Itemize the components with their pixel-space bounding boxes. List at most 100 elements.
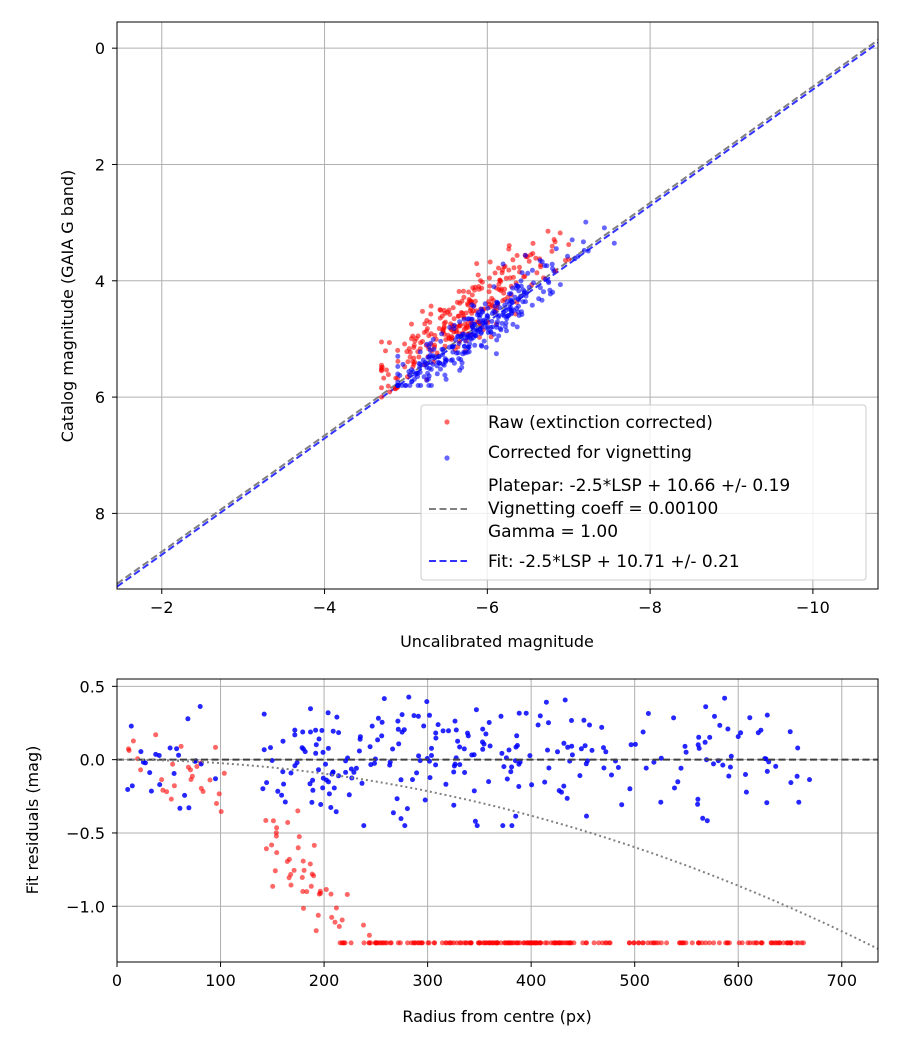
raw-residual-point: [658, 940, 664, 946]
raw-residual-point: [591, 940, 597, 946]
corrected-residual-point: [125, 787, 131, 792]
raw-residual-point: [463, 940, 469, 946]
corrected-point: [585, 248, 591, 254]
corrected-point: [484, 325, 490, 331]
raw-residual-point: [348, 940, 354, 946]
raw-point: [447, 312, 453, 317]
raw-residual-point: [288, 882, 294, 888]
corrected-point: [442, 372, 448, 378]
corrected-residual-point: [562, 697, 568, 703]
corrected-residual-point: [323, 761, 328, 767]
corrected-residual-point: [615, 765, 621, 770]
raw-residual-point: [683, 940, 689, 946]
corrected-residual-point: [282, 799, 288, 805]
corrected-point: [467, 335, 473, 341]
raw-point: [411, 345, 417, 350]
raw-residual-point: [296, 834, 302, 840]
raw-point: [492, 270, 498, 276]
raw-point: [456, 313, 462, 319]
corrected-residual-point: [500, 823, 506, 829]
corrected-residual-point: [516, 710, 522, 716]
corrected-residual-point: [696, 734, 702, 740]
corrected-residual-point: [281, 781, 287, 787]
raw-point: [395, 347, 401, 353]
corrected-point: [434, 371, 440, 377]
raw-residual-point: [300, 889, 306, 894]
legend-label-platepar-3: Gamma = 1.00: [488, 522, 618, 542]
corrected-residual-point: [584, 813, 589, 819]
corrected-residual-point: [264, 780, 270, 786]
raw-point: [379, 339, 384, 345]
corrected-point: [510, 321, 516, 327]
raw-residual-point: [795, 940, 801, 946]
corrected-residual-point: [486, 720, 492, 725]
raw-residual-point: [328, 891, 334, 897]
legend-item-corrected: Corrected for vignetting: [444, 443, 692, 463]
raw-residual-point: [395, 940, 401, 946]
corrected-residual-point: [379, 733, 385, 739]
raw-residual-point: [332, 919, 338, 925]
corrected-residual-point: [474, 823, 480, 829]
corrected-point: [514, 305, 519, 311]
raw-residual-point: [723, 940, 729, 946]
corrected-residual-point: [359, 780, 365, 786]
raw-point: [549, 248, 555, 254]
raw-point: [418, 340, 424, 346]
raw-residual-point: [432, 940, 438, 946]
raw-residual-point: [626, 940, 632, 946]
corrected-residual-point: [695, 742, 701, 748]
raw-residual-point: [606, 940, 612, 946]
corrected-point: [457, 367, 463, 373]
corrected-point: [478, 329, 484, 335]
raw-point: [437, 315, 443, 321]
bottom-x-tick-label: 100: [205, 971, 236, 990]
corrected-point: [406, 369, 412, 375]
raw-residual-point: [706, 940, 712, 946]
bottom-model-lines: [116, 758, 879, 950]
corrected-residual-point: [422, 797, 428, 803]
corrected-residual-point: [307, 781, 313, 787]
corrected-residual-point: [564, 795, 570, 801]
raw-residual-point: [308, 883, 314, 889]
corrected-residual-point: [516, 784, 522, 789]
corrected-point: [510, 285, 515, 291]
corrected-point: [525, 270, 531, 276]
corrected-residual-point: [427, 775, 433, 781]
corrected-residual-point: [398, 816, 404, 822]
corrected-residual-point: [527, 753, 533, 759]
corrected-residual-point: [483, 731, 489, 737]
corrected-residual-point: [406, 694, 412, 700]
corrected-residual-point: [569, 752, 575, 758]
corrected-point: [504, 328, 509, 334]
corrected-point: [498, 327, 504, 333]
corrected-point: [481, 338, 487, 344]
corrected-point: [519, 270, 525, 276]
top-x-tick-label: −8: [638, 598, 662, 617]
raw-residual-point: [366, 932, 372, 938]
corrected-residual-point: [410, 777, 415, 783]
corrected-residual-point: [292, 727, 298, 733]
corrected-residual-point: [619, 802, 625, 808]
corrected-point: [466, 344, 472, 350]
raw-residual-point: [483, 940, 489, 946]
corrected-residual-point: [156, 753, 162, 758]
raw-residual-point: [753, 940, 759, 946]
corrected-point: [436, 354, 442, 360]
raw-residual-point: [375, 940, 381, 946]
raw-residual-point: [529, 940, 535, 946]
corrected-residual-point: [167, 745, 173, 751]
corrected-point: [489, 311, 495, 316]
raw-residual-point: [159, 777, 165, 783]
raw-residual-point: [726, 940, 732, 946]
raw-point: [428, 303, 434, 309]
corrected-residual-point: [415, 713, 421, 719]
top-x-tick-label: −10: [796, 598, 830, 617]
corrected-residual-point: [651, 759, 657, 765]
corrected-point: [402, 383, 408, 388]
corrected-residual-point: [504, 776, 510, 782]
corrected-point: [430, 361, 436, 367]
raw-residual-point: [366, 940, 372, 946]
corrected-point: [496, 333, 502, 339]
corrected-residual-point: [627, 786, 633, 792]
raw-point: [456, 289, 462, 294]
